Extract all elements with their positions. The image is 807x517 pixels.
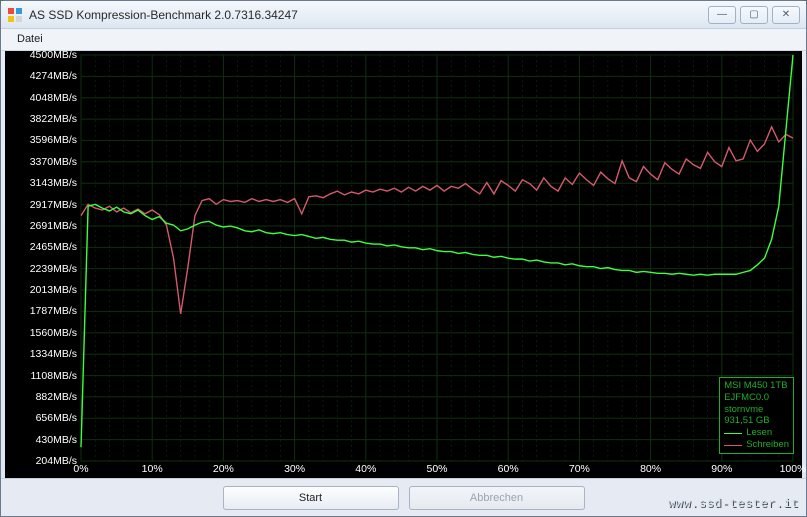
watermark: www.ssd-tester.it xyxy=(668,497,799,511)
x-tick-label: 70% xyxy=(569,463,590,475)
y-tick-label: 1787MB/s xyxy=(30,305,77,317)
y-tick-label: 1108MB/s xyxy=(31,370,78,382)
y-tick-label: 2013MB/s xyxy=(30,284,77,296)
legend-write-row: Schreiben xyxy=(724,439,789,451)
maximize-button[interactable]: ▢ xyxy=(740,6,768,24)
y-tick-label: 3143MB/s xyxy=(30,177,77,189)
legend-capacity: 931,51 GB xyxy=(724,415,789,427)
y-tick-label: 4048MB/s xyxy=(30,92,77,104)
x-tick-label: 100% xyxy=(780,463,807,475)
app-window: AS SSD Kompression-Benchmark 2.0.7316.34… xyxy=(0,0,807,517)
y-tick-label: 2239MB/s xyxy=(30,263,77,275)
x-tick-label: 40% xyxy=(355,463,376,475)
y-tick-label: 2917MB/s xyxy=(30,199,77,211)
y-tick-label: 2465MB/s xyxy=(30,241,77,253)
window-controls: — ▢ ✕ xyxy=(708,6,800,24)
x-tick-label: 30% xyxy=(284,463,305,475)
legend-device: MSI M450 1TB xyxy=(724,380,789,392)
x-tick-label: 0% xyxy=(73,463,88,475)
y-tick-label: 3596MB/s xyxy=(30,134,77,146)
x-tick-label: 90% xyxy=(711,463,732,475)
legend-read-row: Lesen xyxy=(724,427,789,439)
app-icon xyxy=(7,7,23,23)
x-tick-label: 10% xyxy=(142,463,163,475)
y-tick-label: 430MB/s xyxy=(36,434,77,446)
legend-read-swatch xyxy=(724,433,742,434)
y-tick-label: 2691MB/s xyxy=(30,220,77,232)
y-axis-labels: 204MB/s 430MB/s 656MB/s 882MB/s 1108MB/s 1334… xyxy=(5,51,81,478)
legend-box: MSI M450 1TB EJFMC0.0 stornvme 931,51 GB… xyxy=(719,377,794,454)
chart-area: 204MB/s 430MB/s 656MB/s 882MB/s 1108MB/s 1334… xyxy=(5,51,802,478)
y-tick-label: 1334MB/s xyxy=(30,348,77,360)
y-tick-label: 3822MB/s xyxy=(30,113,77,125)
legend-read-label: Lesen xyxy=(746,427,772,439)
y-tick-label: 656MB/s xyxy=(36,412,77,424)
compression-benchmark-chart xyxy=(5,51,802,478)
x-tick-label: 50% xyxy=(426,463,447,475)
minimize-button[interactable]: — xyxy=(708,6,736,24)
legend-write-swatch xyxy=(724,445,742,446)
close-button[interactable]: ✕ xyxy=(772,6,800,24)
window-title: AS SSD Kompression-Benchmark 2.0.7316.34… xyxy=(29,8,708,22)
y-tick-label: 1560MB/s xyxy=(30,327,77,339)
legend-write-label: Schreiben xyxy=(746,439,789,451)
y-tick-label: 882MB/s xyxy=(36,391,77,403)
legend-firmware: EJFMC0.0 xyxy=(724,392,789,404)
y-tick-label: 204MB/s xyxy=(36,455,77,467)
abort-button: Abbrechen xyxy=(409,486,585,510)
start-button[interactable]: Start xyxy=(223,486,399,510)
x-tick-label: 20% xyxy=(213,463,234,475)
x-tick-label: 60% xyxy=(498,463,519,475)
y-tick-label: 4500MB/s xyxy=(30,49,77,61)
menubar: Datei xyxy=(1,29,806,51)
x-tick-label: 80% xyxy=(640,463,661,475)
y-tick-label: 4274MB/s xyxy=(30,70,77,82)
legend-driver: stornvme xyxy=(724,404,789,416)
titlebar: AS SSD Kompression-Benchmark 2.0.7316.34… xyxy=(1,1,806,29)
y-tick-label: 3370MB/s xyxy=(30,156,77,168)
menu-file[interactable]: Datei xyxy=(9,31,51,47)
